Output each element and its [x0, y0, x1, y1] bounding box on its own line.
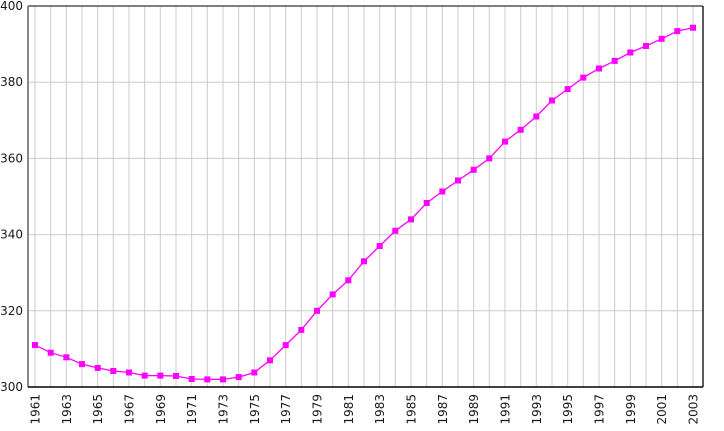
- data-point-marker: [110, 368, 117, 374]
- data-point-marker: [345, 277, 352, 284]
- data-point-marker: [627, 49, 634, 56]
- y-tick-label: 300: [0, 380, 23, 394]
- x-tick-label: 1977: [279, 394, 293, 425]
- data-point-marker: [157, 372, 164, 379]
- x-tick-label: 1983: [373, 394, 387, 425]
- data-point-marker: [564, 86, 571, 93]
- data-point-marker: [32, 342, 38, 349]
- x-tick-label: 1965: [91, 394, 105, 425]
- y-tick-label: 400: [0, 0, 23, 13]
- data-point-marker: [220, 376, 226, 383]
- data-point-marker: [596, 65, 602, 72]
- data-point-marker: [486, 155, 493, 162]
- data-point-marker: [549, 97, 555, 104]
- y-tick-label: 340: [0, 228, 23, 242]
- data-point-marker: [376, 243, 383, 249]
- data-point-marker: [690, 24, 696, 31]
- data-point-marker: [408, 216, 414, 223]
- x-tick-label: 1997: [593, 394, 607, 425]
- x-tick-label: 1961: [29, 394, 43, 425]
- x-tick-label: 1969: [154, 394, 168, 425]
- data-point-marker: [392, 227, 399, 234]
- data-point-marker: [188, 376, 195, 382]
- data-point-marker: [658, 35, 665, 42]
- x-tick-label: 1993: [530, 394, 544, 425]
- data-point-marker: [314, 307, 320, 314]
- x-tick-label: 1989: [467, 394, 481, 425]
- data-point-marker: [282, 342, 289, 349]
- data-point-marker: [643, 43, 649, 49]
- data-point-marker: [79, 361, 85, 368]
- data-point-marker: [502, 138, 508, 145]
- data-point-marker: [94, 364, 101, 371]
- x-tick-label: 2001: [655, 394, 669, 425]
- data-point-marker: [470, 166, 477, 173]
- x-tick-label: 1999: [624, 394, 638, 425]
- x-tick-label: 1963: [60, 394, 74, 425]
- data-point-marker: [423, 200, 430, 206]
- x-tick-label: 1973: [217, 394, 231, 425]
- data-point-marker: [298, 326, 305, 333]
- x-tick-label: 1971: [185, 394, 199, 425]
- x-tick-label: 1979: [311, 394, 325, 425]
- x-tick-label: 1991: [499, 394, 513, 425]
- data-point-marker: [674, 28, 681, 35]
- data-point-marker: [439, 188, 446, 195]
- data-point-marker: [251, 369, 258, 376]
- x-tick-label: 1975: [248, 394, 262, 425]
- data-point-marker: [204, 376, 211, 383]
- data-point-marker: [267, 357, 273, 364]
- x-tick-label: 1981: [342, 394, 356, 425]
- data-point-marker: [611, 57, 618, 64]
- data-point-marker: [126, 369, 132, 376]
- data-point-marker: [173, 373, 179, 379]
- x-tick-label: 1987: [436, 394, 450, 425]
- data-point-marker: [580, 74, 587, 81]
- y-tick-label: 320: [0, 304, 23, 318]
- data-point-marker: [235, 374, 242, 381]
- data-point-marker: [63, 354, 70, 361]
- x-tick-label: 2003: [687, 394, 701, 425]
- x-tick-label: 1967: [123, 394, 137, 425]
- data-point-marker: [517, 126, 524, 133]
- data-point-marker: [455, 177, 461, 184]
- y-tick-label: 380: [0, 75, 23, 89]
- data-point-marker: [533, 113, 540, 120]
- data-point-marker: [361, 258, 367, 265]
- x-tick-label: 1995: [561, 394, 575, 425]
- data-point-marker: [329, 291, 336, 298]
- x-tick-label: 1985: [405, 394, 419, 425]
- data-point-marker: [141, 372, 148, 379]
- y-tick-label: 360: [0, 151, 23, 165]
- data-point-marker: [47, 349, 54, 356]
